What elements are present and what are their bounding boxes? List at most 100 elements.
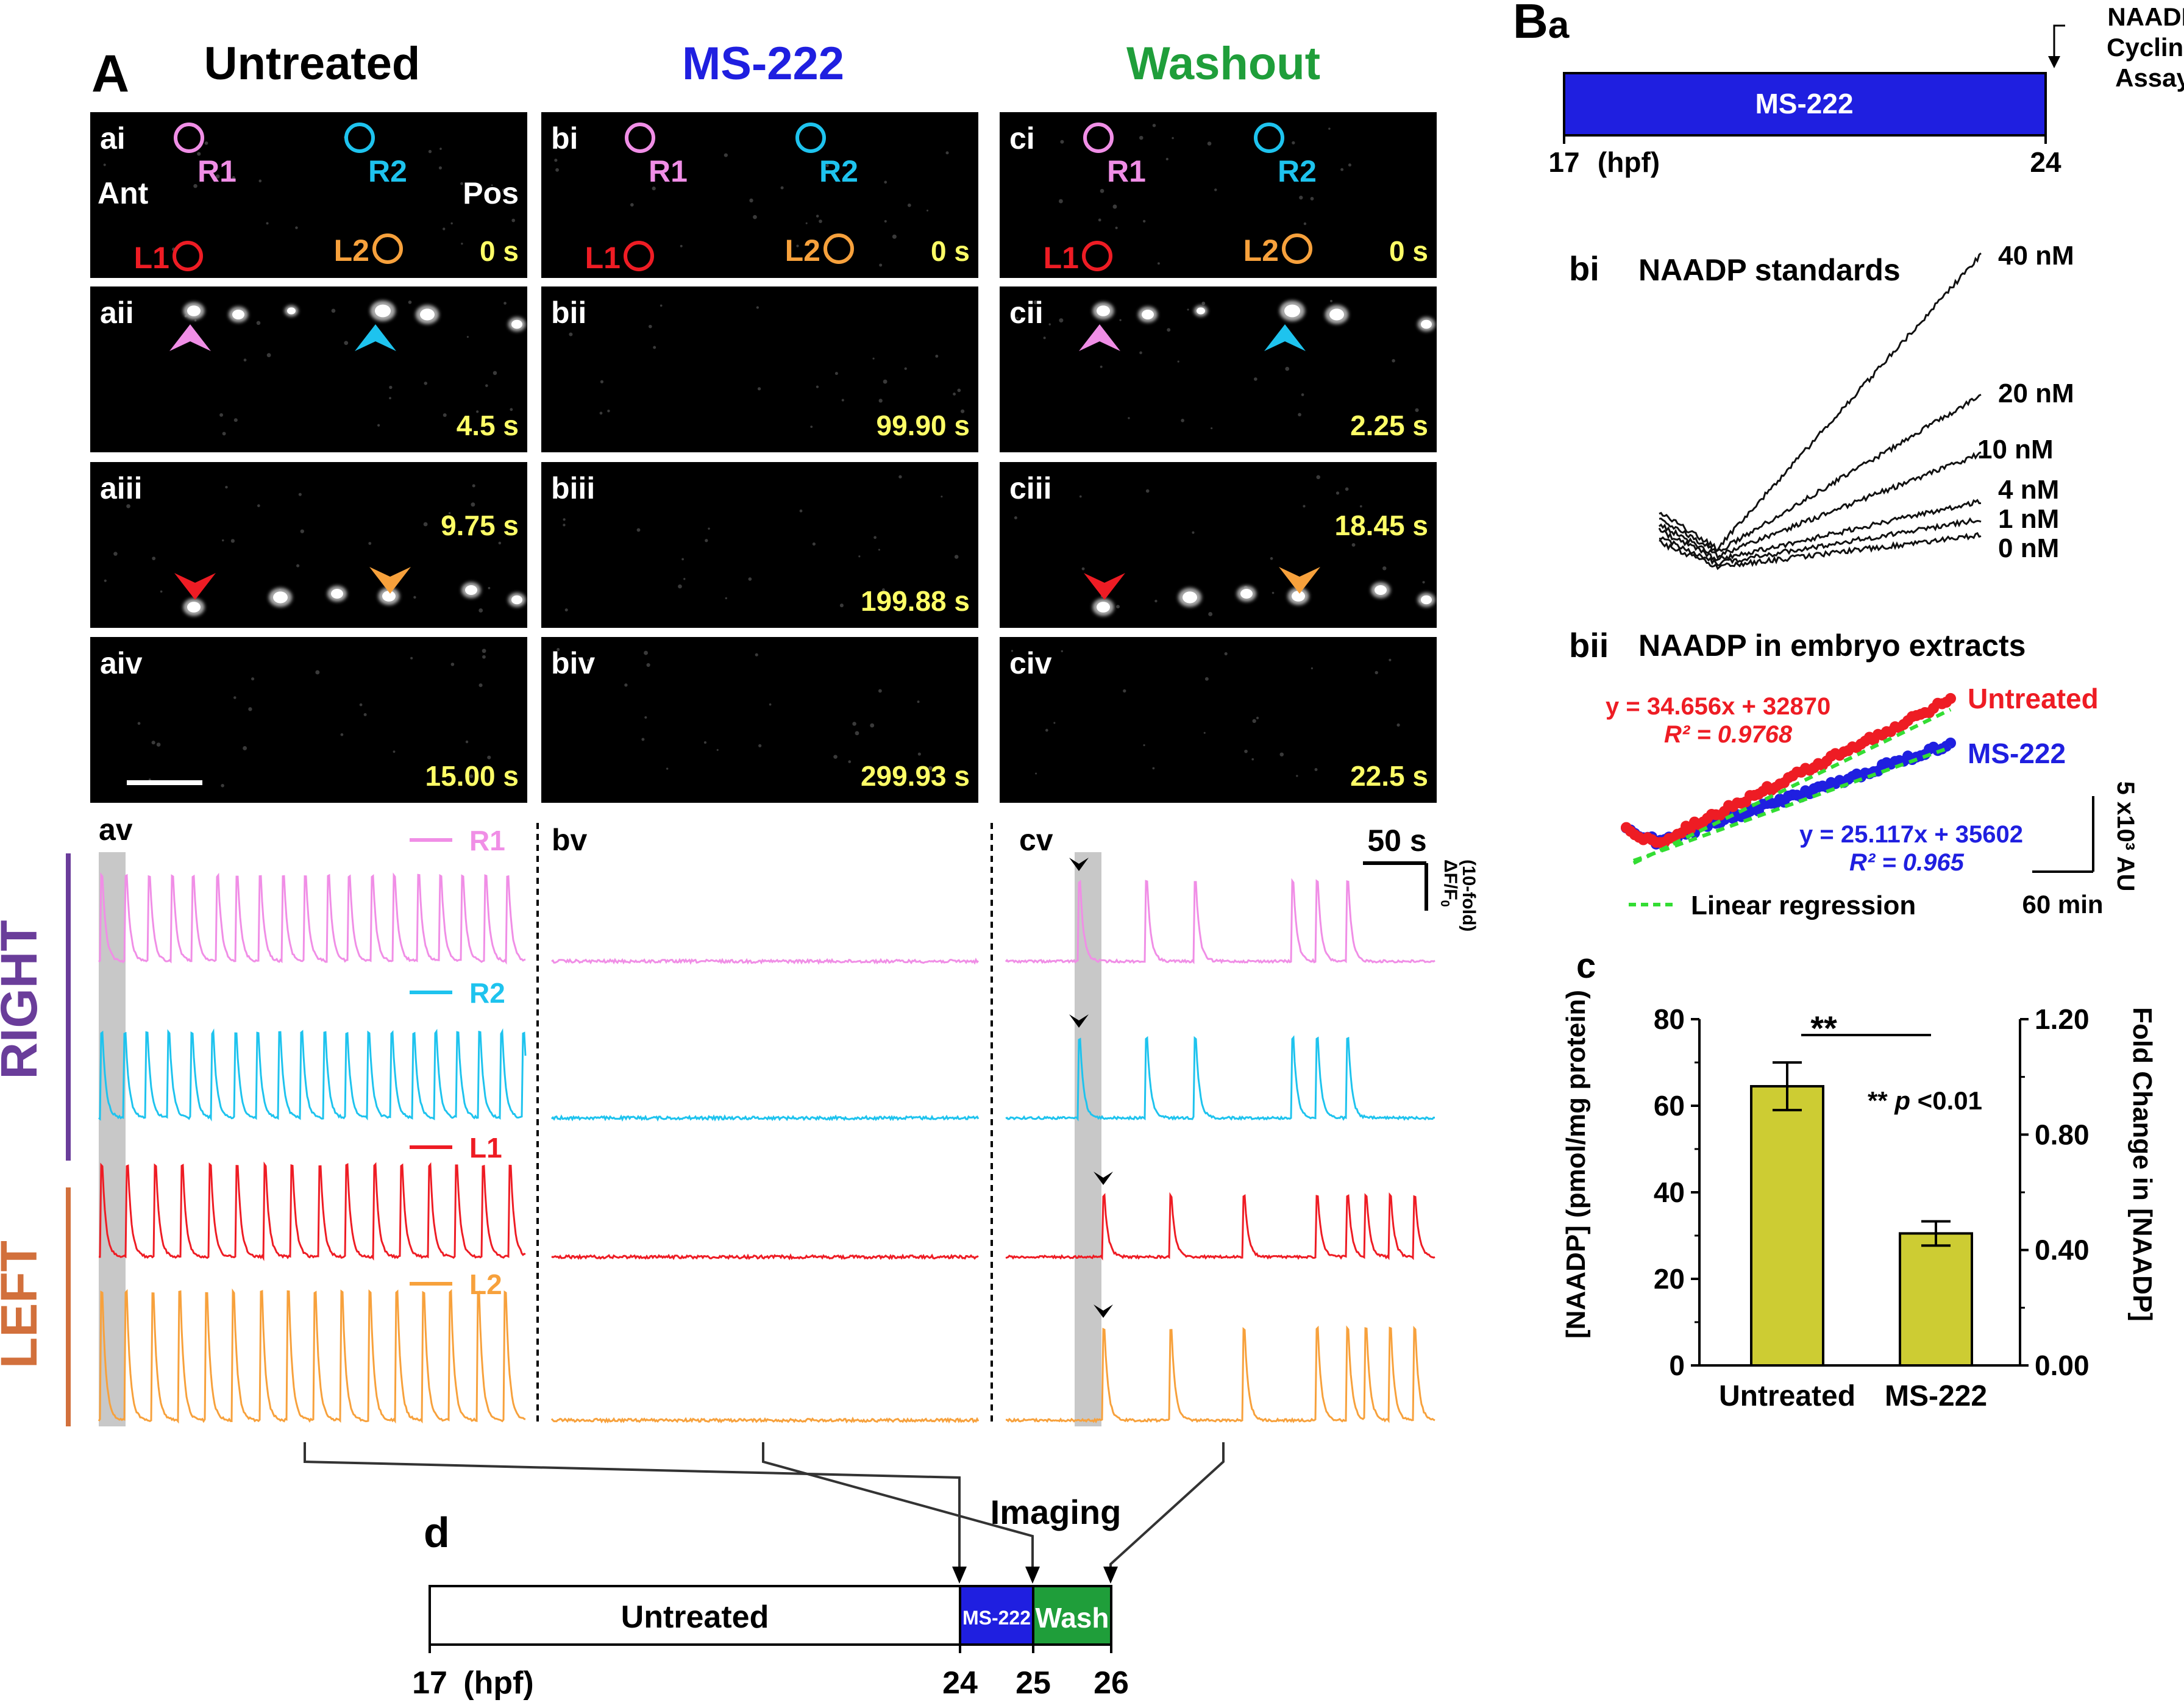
timeline-ms222 [959, 1585, 1034, 1646]
svg-text:R² = 0.965: R² = 0.965 [1849, 849, 1965, 876]
legend-r2: R2 [410, 977, 505, 1009]
legend-r1: R1 [410, 825, 505, 856]
svg-text:Assay: Assay [2115, 63, 2184, 92]
std-label: 1 nM [1998, 504, 2059, 534]
event-arrowhead [1069, 858, 1089, 871]
y2-tick-label: 1.20 [2035, 1003, 2090, 1035]
panel-label: bi [551, 121, 578, 155]
svg-text:NAADP: NAADP [2107, 2, 2184, 31]
roi-label-r2: R2 [1278, 154, 1317, 188]
anterior-label: Ant [98, 176, 149, 210]
svg-text:(hpf): (hpf) [1598, 146, 1660, 178]
roi-circle-l1 [624, 241, 654, 271]
svg-text:17: 17 [1548, 146, 1579, 178]
roi-label-r2: R2 [819, 154, 858, 188]
panel-label: cii [1009, 296, 1044, 330]
event-arrowhead [1094, 1172, 1113, 1185]
std-label: 4 nM [1998, 475, 2059, 505]
image-panel-aiii: aiii 9.75 s [90, 462, 527, 628]
timeline-untreated [429, 1585, 961, 1646]
standard-trace [1658, 451, 1982, 560]
svg-text:NAADP standards: NAADP standards [1638, 253, 1901, 287]
time-label: 18.45 s [1335, 510, 1428, 541]
roi-label-r1: R1 [197, 154, 237, 188]
roi-circle-r2 [1254, 123, 1284, 153]
roi-circle-l2 [372, 233, 403, 264]
roi-markers: R1 R2 L1 L2 [1044, 123, 1317, 275]
svg-text:MS-222: MS-222 [1755, 88, 1853, 119]
roi-circle-l2 [823, 233, 854, 264]
panel-label: aiii [100, 471, 142, 505]
time-label: 199.88 s [861, 585, 970, 617]
arrowhead-orange [1279, 567, 1320, 594]
svg-text:L2: L2 [469, 1269, 502, 1300]
y2-tick-label: 0.40 [2035, 1234, 2090, 1266]
panel-b-letter: Ba [1513, 0, 1570, 48]
panel-label: aiv [100, 646, 143, 680]
timeline-wash [1032, 1585, 1112, 1646]
fluorescent-cell [1138, 307, 1158, 322]
trace-l1 [98, 1161, 1435, 1261]
imaging-label: Imaging [991, 1493, 1122, 1531]
x-tick-label: MS-222 [1885, 1380, 1987, 1412]
time-label: 2.25 s [1350, 410, 1428, 441]
svg-text:(hpf): (hpf) [463, 1665, 533, 1701]
image-panel-aiv: aiv 15.00 s [90, 637, 527, 803]
svg-text:50 s: 50 s [1367, 824, 1426, 858]
fluorescent-cell [1325, 305, 1349, 324]
panel-label: biv [551, 646, 595, 680]
std-label: 40 nM [1998, 241, 2074, 271]
panel-d-letter: d [424, 1509, 450, 1556]
fluorescent-cell [183, 302, 205, 320]
chart-title: c [1576, 946, 1596, 986]
bar-chart: c [NAADP] (pmol/mg protein) Fold Change … [1561, 946, 2157, 1412]
calcium-traces: av bv cv RIGHT LEFT R1 R2 L1 L2 50 s ΔF/… [0, 813, 1479, 1426]
time-label: 0 s [1389, 235, 1428, 267]
image-panel-ai: ai 0 s [90, 112, 527, 278]
roi-circle-r1 [174, 123, 204, 153]
std-label: 20 nM [1998, 379, 2074, 408]
fluorescent-cell [284, 305, 299, 317]
time-label: 299.93 s [861, 760, 970, 792]
roi-circle-r2 [795, 123, 826, 153]
fluorescent-cell [1092, 598, 1114, 616]
standards-panel: bi NAADP standards 40 nM 20 nM 10 nM 4 n… [1569, 241, 2074, 571]
fluorescent-cell [1193, 305, 1208, 317]
y2-axis-label: Fold Change in [NAADP] [2127, 1007, 2157, 1322]
standard-trace [1659, 252, 1982, 552]
roi-markers: R1 R2 L1 L2 Ant Pos [98, 123, 519, 275]
roi-label-l1: L1 [134, 241, 169, 275]
roi-label-l2: L2 [334, 233, 369, 268]
svg-text:bii: bii [1569, 626, 1609, 664]
fluorescent-cell [378, 587, 400, 605]
side-label-right: RIGHT [0, 920, 48, 1079]
roi-circle-l1 [1082, 241, 1112, 271]
event-arrowhead [1094, 1304, 1113, 1318]
image-panel-civ: civ 22.5 s [1000, 637, 1437, 803]
panel-label: aii [100, 296, 134, 330]
condition-title-ms222: MS-222 [682, 38, 844, 90]
panel-label: bii [551, 296, 586, 330]
arrowhead-pink [169, 324, 211, 351]
svg-text:ΔF/F0: ΔF/F0 [1438, 859, 1460, 907]
fluorescent-cell [1237, 586, 1256, 602]
fluorescent-cell [1371, 582, 1390, 598]
side-label-left: LEFT [0, 1240, 48, 1368]
roi-label-r2: R2 [368, 154, 407, 188]
arrowhead-orange [369, 567, 411, 594]
image-panel-aii: aii 4.5 s [90, 286, 527, 452]
fluorescent-cell [1417, 317, 1435, 332]
fluorescent-cell [461, 582, 481, 598]
svg-text:Untreated: Untreated [1968, 683, 2099, 714]
trace-panel-label-bv: bv [552, 823, 588, 857]
y2-tick-label: 0.00 [2035, 1350, 2090, 1381]
image-panel-biv: biv 299.93 s [541, 637, 978, 803]
trace-r1 [98, 858, 1435, 965]
time-label: 99.90 s [877, 410, 970, 441]
y-tick-label: 60 [1654, 1090, 1685, 1122]
fluorescent-cell [508, 317, 526, 332]
ba-ms222-bar [1563, 72, 2047, 137]
bar [1750, 1085, 1824, 1367]
fluorescent-cell [1178, 588, 1202, 607]
